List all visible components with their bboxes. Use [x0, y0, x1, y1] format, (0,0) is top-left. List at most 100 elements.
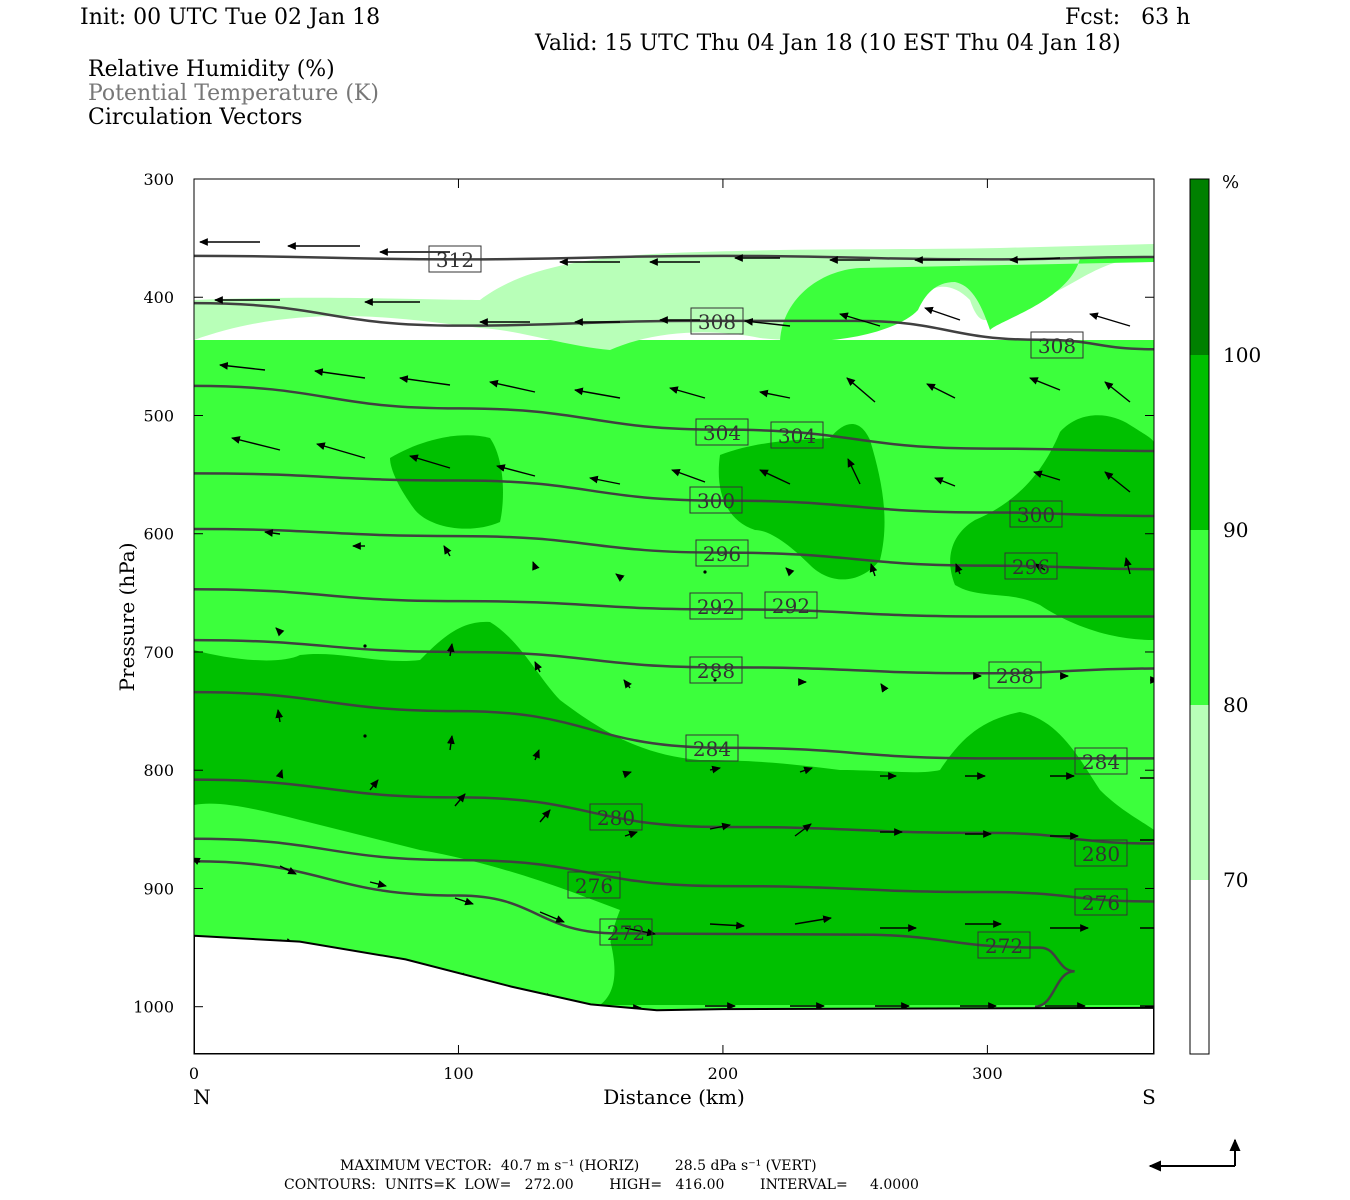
y-axis-label: Pressure (hPa): [115, 543, 139, 692]
circulation-vector: [589, 475, 621, 485]
circulation-vector: [369, 880, 387, 888]
theta-label: 300: [697, 489, 735, 513]
theta-label-box: [1004, 552, 1058, 580]
plot-frame: [193, 178, 1155, 1055]
init-time: Init: 00 UTC Tue 02 Jan 18: [80, 5, 381, 30]
circulation-vector: [454, 793, 466, 807]
legend-vectors: Circulation Vectors: [88, 105, 303, 130]
theta-contour-296: [194, 527, 1154, 571]
x-tick-label: 300: [972, 1064, 1003, 1083]
theta-label-box: [770, 421, 824, 449]
circulation-vector: [574, 387, 621, 399]
circulation-vector: [623, 679, 632, 689]
circulation-vector: [264, 529, 281, 537]
circulation-vector: [669, 386, 706, 399]
theta-label-box: [599, 918, 653, 946]
theta-contour-276: [194, 837, 1154, 903]
theta-label-box: [1074, 747, 1128, 775]
circulation-vector: [447, 735, 455, 751]
circulation-vector: [924, 306, 961, 321]
y-tick-label: 500: [143, 406, 174, 425]
circulation-vector: [369, 779, 379, 791]
theta-label-box: [1074, 888, 1128, 916]
circulation-vector: [880, 683, 889, 693]
colorbar-label-90: 90: [1223, 518, 1248, 542]
theta-label: 292: [772, 594, 810, 618]
circulation-vector: [713, 678, 717, 682]
theta-label: 284: [693, 737, 731, 761]
colorbar-label-80: 80: [1223, 693, 1248, 717]
circulation-vector: [363, 734, 367, 738]
x-tick-label: 0: [189, 1064, 199, 1083]
theta-contour-300: [194, 472, 1154, 518]
circulation-vector: [622, 770, 632, 779]
theta-label-box: [685, 734, 739, 762]
theta-label: 292: [697, 595, 735, 619]
theta-label-box: [690, 307, 744, 335]
circulation-vector: [532, 561, 540, 571]
circulation-vector: [671, 468, 706, 483]
circulation-vector: [624, 830, 638, 839]
circulation-vector: [794, 823, 812, 837]
y-tick-label: 1000: [133, 998, 174, 1017]
theta-label: 276: [575, 874, 613, 898]
legend-theta: Potential Temperature (K): [88, 81, 379, 106]
colorbar-90-100: [1190, 355, 1209, 530]
rh-band-90-100-c: [950, 415, 1154, 640]
theta-contour-280: [194, 778, 1154, 845]
theta-label-box: [589, 803, 643, 831]
colorbar-70-80: [1190, 705, 1209, 880]
theta-contour-292: [194, 588, 1154, 618]
circulation-vector: [231, 436, 281, 451]
circulation-vector: [454, 897, 474, 906]
circulation-vector: [794, 915, 832, 925]
circulation-vector: [839, 312, 881, 327]
theta-label: 304: [703, 421, 741, 445]
circulation-vector: [1034, 563, 1046, 572]
x-axis: 0 100 200 300: [189, 179, 1003, 1083]
x-axis-label: Distance (km): [603, 1085, 745, 1109]
theta-contour-304: [194, 384, 1154, 453]
forecast-hour: Fcst: 63 h: [1065, 5, 1191, 30]
x-tick-label: 200: [708, 1064, 739, 1083]
circulation-vector: [615, 573, 625, 582]
x-label-south: S: [1142, 1085, 1156, 1109]
circulation-vector: [709, 822, 731, 831]
contour-info: CONTOURS: UNITS=K LOW= 272.00 HIGH= 416.…: [284, 1177, 919, 1193]
colorbar-label-70: 70: [1223, 868, 1248, 892]
circulation-vector: [709, 765, 721, 774]
theta-label: 288: [697, 659, 735, 683]
theta-label: 272: [607, 921, 645, 945]
theta-label-box: [689, 592, 743, 620]
circulation-vector: [1104, 471, 1131, 493]
circulation-vector: [219, 361, 266, 371]
theta-label-box: [567, 871, 621, 899]
theta-label: 284: [1082, 750, 1120, 774]
theta-label-box: [1030, 331, 1084, 359]
circulation-vector: [446, 643, 455, 657]
colorbar: % 100 90 80 70: [1189, 172, 1261, 1055]
theta-label: 296: [1012, 555, 1050, 579]
theta-label-box: [689, 656, 743, 684]
circulation-vector: [194, 857, 201, 866]
theta-label: 304: [778, 424, 816, 448]
theta-contour-272: [194, 860, 1075, 1008]
circulation-vector: [846, 377, 876, 403]
theta-label-box: [428, 245, 482, 273]
circulation-vector: [275, 627, 285, 637]
circulation-vector: [275, 769, 284, 779]
theta-label: 308: [1038, 334, 1076, 358]
circulation-vector: [279, 865, 297, 875]
theta-label: 312: [436, 248, 474, 272]
circulation-vector: [399, 375, 451, 386]
circulation-vector: [534, 661, 543, 673]
y-tick-label: 700: [143, 643, 174, 662]
theta-label-box: [695, 418, 749, 446]
y-tick-label: 800: [143, 761, 174, 780]
circulation-vector: [532, 749, 540, 761]
colorbar-below-70: [1190, 880, 1209, 1054]
colorbar-label-100: 100: [1223, 343, 1261, 367]
theta-label: 296: [703, 542, 741, 566]
theta-contour-labels: 312 308 308 304 304 300 300 296 296 292 292 288 288 2…: [428, 245, 1128, 959]
